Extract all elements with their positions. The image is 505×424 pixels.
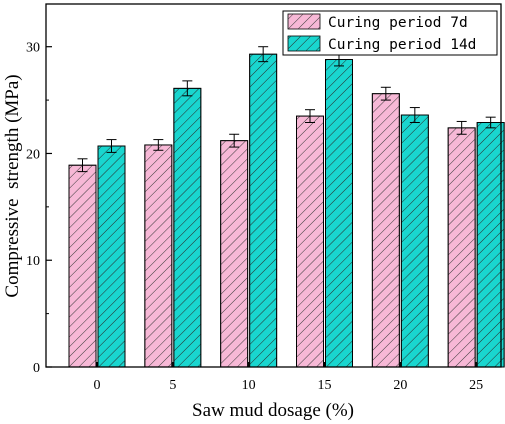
legend-swatch-7d-hatch xyxy=(288,14,320,29)
bar-hatch xyxy=(296,115,324,368)
y-axis-title: Compressive strength (MPa) xyxy=(2,74,23,297)
bar-hatch xyxy=(447,127,476,368)
bar-hatch xyxy=(400,114,429,368)
plot-frame xyxy=(45,3,502,368)
bar-hatch xyxy=(249,53,278,368)
y-axis-ticks: 0 10 20 30 xyxy=(26,41,52,376)
y-tick-label: 10 xyxy=(26,254,40,269)
y-tick-label: 30 xyxy=(26,41,40,56)
x-tick-label: 10 xyxy=(242,378,256,393)
y-tick-label: 0 xyxy=(33,361,40,376)
x-tick-label: 20 xyxy=(393,378,407,393)
legend-label-14d: Curing period 14d xyxy=(328,37,476,53)
bars-layer xyxy=(68,53,505,368)
bar-hatch xyxy=(220,140,249,368)
x-tick-label: 0 xyxy=(94,378,101,393)
bar-hatch xyxy=(371,93,400,368)
legend: Curing period 7d Curing period 14d xyxy=(282,10,498,56)
x-tick-label: 15 xyxy=(318,378,332,393)
x-tick-label: 25 xyxy=(469,378,483,393)
error-bars-layer xyxy=(77,46,496,173)
x-axis-ticks: 0 5 10 15 20 25 xyxy=(94,362,483,393)
bar-hatch xyxy=(68,164,97,368)
bar-hatch xyxy=(325,59,353,368)
bar-hatch xyxy=(173,87,202,368)
legend-label-7d: Curing period 7d xyxy=(328,15,468,31)
bar-hatch xyxy=(144,144,173,368)
x-tick-label: 5 xyxy=(169,378,176,393)
x-axis-title: Saw mud dosage (%) xyxy=(192,400,354,421)
y-tick-label: 20 xyxy=(26,147,40,162)
bar-hatch xyxy=(476,122,505,368)
bar-hatch xyxy=(97,145,126,368)
legend-swatch-14d-hatch xyxy=(288,36,320,51)
